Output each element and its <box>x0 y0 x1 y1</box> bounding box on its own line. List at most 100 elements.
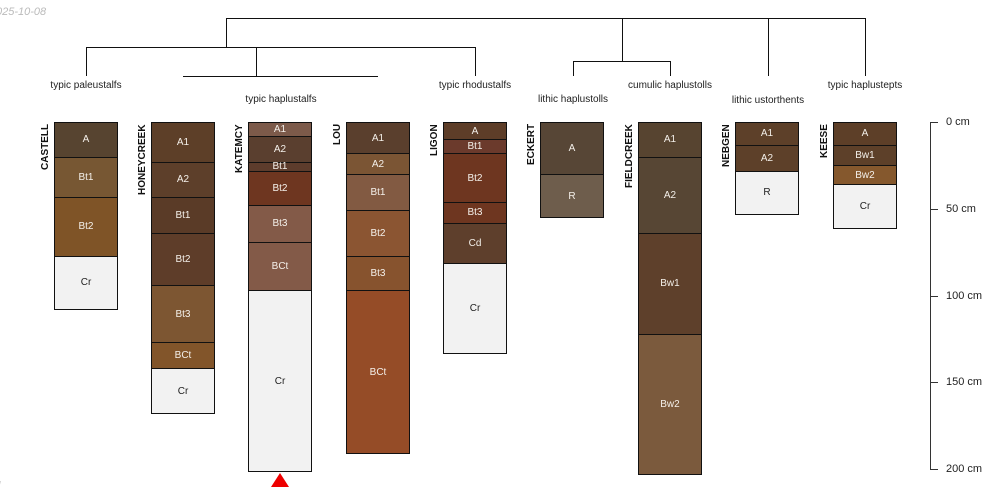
horizon-label: A <box>82 134 90 146</box>
profile-name: KATEMCY <box>234 124 245 173</box>
horizon-label: Bt2 <box>175 254 191 266</box>
horizon: Bt3 <box>443 201 507 224</box>
horizon: Cr <box>248 290 312 472</box>
profile-name: LOU <box>332 123 343 145</box>
group-label: typic haplustalfs <box>245 94 317 105</box>
dendro-branch <box>86 47 87 76</box>
group-label: typic paleustalfs <box>50 80 122 91</box>
dendro-branch <box>768 18 769 76</box>
horizon: Bw1 <box>833 144 897 167</box>
axis-tick-label: 100 cm <box>946 289 983 302</box>
horizon: Bt2 <box>443 153 507 203</box>
horizon-label: A <box>568 143 576 155</box>
horizon-label: Bt3 <box>175 308 191 320</box>
horizon: BCt <box>248 241 312 292</box>
profile-name: FIELDCREEK <box>624 124 635 188</box>
horizon: Bt3 <box>248 205 312 243</box>
horizon: Bt2 <box>248 170 312 207</box>
horizon: A1 <box>248 122 312 137</box>
dendro-branch <box>670 61 671 76</box>
horizon-label: Cd <box>468 237 482 249</box>
horizon-label: A2 <box>663 189 677 201</box>
horizon-label: R <box>763 187 771 199</box>
group-label: lithic haplustolls <box>537 94 609 105</box>
horizon: A1 <box>346 122 410 155</box>
horizon: Cr <box>833 184 897 229</box>
horizon: Bw2 <box>833 165 897 186</box>
dendro-branch <box>226 18 866 19</box>
horizon-label: BCt <box>271 260 289 272</box>
axis-tick-label: 0 cm <box>946 116 970 128</box>
horizon: Bw1 <box>638 233 702 335</box>
axis-tick <box>931 295 938 297</box>
dendro-branch <box>183 76 378 77</box>
dendro-branch <box>256 47 257 76</box>
marker-triangle-icon <box>271 473 289 487</box>
horizon-label: A1 <box>663 134 677 146</box>
horizon: A <box>443 122 507 141</box>
horizon-label: Bt2 <box>272 182 288 194</box>
horizon: Bt3 <box>151 285 215 344</box>
horizon-label: Bt1 <box>175 209 191 221</box>
horizon-label: A <box>861 128 869 140</box>
horizon-label: Bw1 <box>855 149 875 161</box>
horizon: Cr <box>151 368 215 415</box>
horizon: Bt3 <box>346 255 410 292</box>
horizon-label: Cr <box>469 302 481 314</box>
horizon: BCt <box>346 290 410 455</box>
horizon-label: Bt2 <box>78 221 94 233</box>
horizon-label: Bt1 <box>78 171 94 183</box>
horizon: A2 <box>346 153 410 176</box>
group-label: cumulic haplustolls <box>628 80 712 91</box>
horizon: A <box>54 122 118 158</box>
horizon: A1 <box>735 122 799 146</box>
horizon: A <box>833 122 897 146</box>
axis-tick-label: 50 cm <box>946 202 976 215</box>
axis-tick <box>931 382 938 384</box>
axis-tick <box>931 469 938 470</box>
horizon: Bt1 <box>151 196 215 235</box>
horizon: A2 <box>735 144 799 172</box>
horizon-label: Bt2 <box>467 172 483 184</box>
horizon: Bw2 <box>638 333 702 476</box>
horizon: R <box>540 174 604 219</box>
horizon-label: Cr <box>274 375 286 387</box>
horizon-label: Cr <box>177 385 189 397</box>
dendro-branch <box>622 18 623 61</box>
horizon-label: Bw2 <box>660 398 680 410</box>
horizon-label: Cr <box>859 201 871 213</box>
horizon: A2 <box>151 161 215 198</box>
horizon: Bt1 <box>346 174 410 212</box>
group-label: typic haplustepts <box>827 80 903 91</box>
dendro-branch <box>226 18 227 47</box>
horizon-label: Bt3 <box>370 267 386 279</box>
horizon-label: Bt1 <box>467 141 483 153</box>
horizon: Bt2 <box>151 233 215 287</box>
horizon-label: A2 <box>760 152 774 164</box>
profile-name: ECKERT <box>526 123 537 165</box>
horizon-label: A2 <box>273 143 287 155</box>
horizon-label: Bt1 <box>370 187 386 199</box>
dendro-branch <box>86 47 476 48</box>
axis-tick <box>931 208 938 210</box>
profile-name: CASTELL <box>40 123 51 170</box>
horizon: Cr <box>443 262 507 354</box>
dendro-branch <box>573 61 574 76</box>
horizon-label: Cr <box>80 277 92 289</box>
horizon: Bt2 <box>346 210 410 257</box>
profile-name: HONEYCREEK <box>137 124 148 195</box>
axis-tick-label: 150 cm <box>946 376 983 389</box>
horizon-label: Bw2 <box>855 169 875 181</box>
profile-name: NEBGEN <box>721 124 732 167</box>
horizon-label: A <box>471 125 479 137</box>
dendro-branch <box>865 18 866 76</box>
horizon: Bt1 <box>54 156 118 198</box>
horizon-label: A1 <box>176 136 190 148</box>
profile-name: LIGON <box>429 124 440 156</box>
horizon: A2 <box>638 156 702 235</box>
horizon: R <box>735 170 799 215</box>
axis-tick-label: 200 cm <box>946 463 983 475</box>
horizon-label: Bt3 <box>467 207 483 219</box>
horizon-label: A1 <box>273 123 287 135</box>
dendro-branch <box>475 47 476 76</box>
